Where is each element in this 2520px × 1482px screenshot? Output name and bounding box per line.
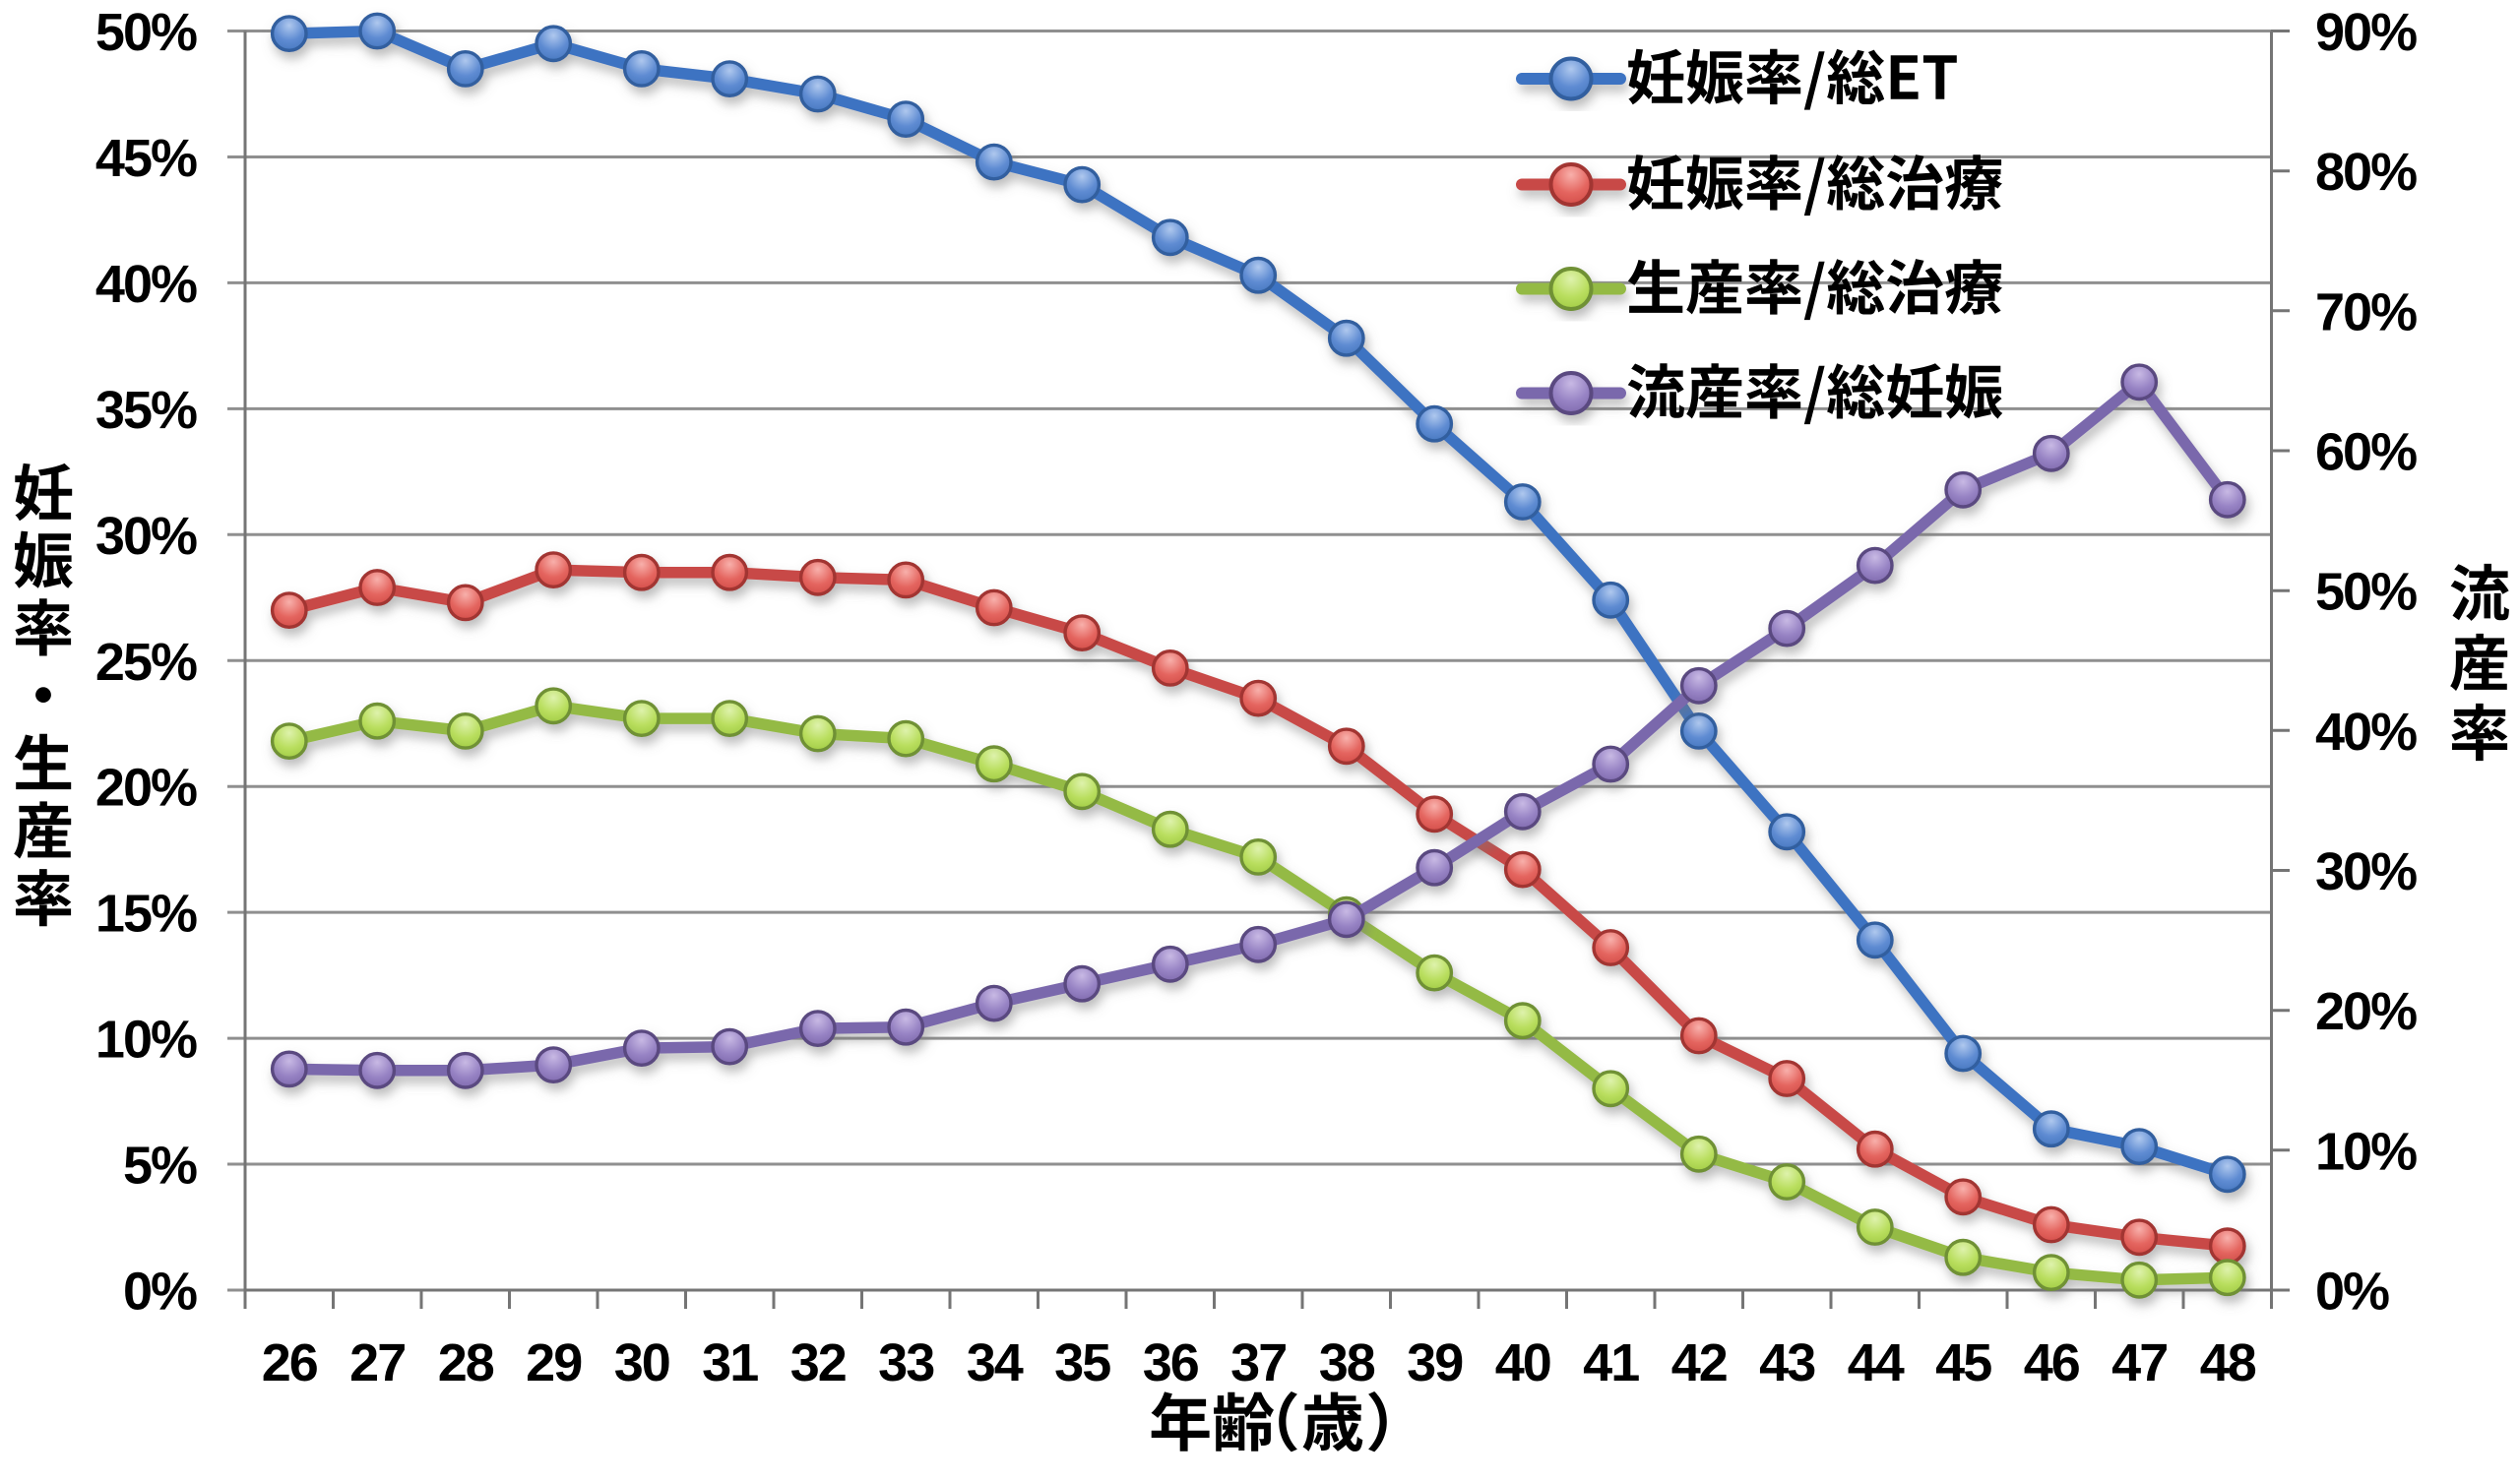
svg-text:48: 48 [2200, 1333, 2256, 1392]
svg-text:47: 47 [2111, 1333, 2167, 1392]
svg-text:30%: 30% [95, 507, 197, 566]
svg-text:35: 35 [1054, 1333, 1110, 1392]
svg-text:38: 38 [1319, 1333, 1375, 1392]
svg-text:43: 43 [1759, 1333, 1815, 1392]
svg-text:15%: 15% [95, 885, 197, 944]
svg-text:40%: 40% [95, 255, 197, 314]
svg-text:31: 31 [702, 1333, 758, 1392]
svg-text:30%: 30% [2315, 842, 2417, 901]
svg-text:40: 40 [1495, 1333, 1550, 1392]
svg-text:28: 28 [438, 1333, 494, 1392]
svg-text:70%: 70% [2315, 282, 2417, 341]
svg-text:27: 27 [349, 1333, 405, 1392]
svg-text:50%: 50% [95, 3, 197, 62]
svg-text:46: 46 [2024, 1333, 2080, 1392]
svg-text:30: 30 [614, 1333, 669, 1392]
svg-text:44: 44 [1848, 1333, 1905, 1392]
svg-text:40%: 40% [2315, 703, 2417, 762]
svg-text:45: 45 [1935, 1333, 1991, 1392]
svg-text:0%: 0% [123, 1263, 197, 1322]
svg-text:29: 29 [526, 1333, 582, 1392]
svg-text:34: 34 [967, 1333, 1024, 1392]
svg-text:60%: 60% [2315, 423, 2417, 482]
svg-text:20%: 20% [95, 759, 197, 818]
svg-text:45%: 45% [95, 129, 197, 188]
svg-text:20%: 20% [2315, 982, 2417, 1041]
svg-text:90%: 90% [2315, 3, 2417, 62]
svg-text:26: 26 [262, 1333, 318, 1392]
svg-text:33: 33 [878, 1333, 934, 1392]
svg-text:35%: 35% [95, 381, 197, 440]
svg-text:50%: 50% [2315, 563, 2417, 622]
svg-text:41: 41 [1583, 1333, 1639, 1392]
svg-text:80%: 80% [2315, 143, 2417, 202]
svg-text:0%: 0% [2315, 1263, 2389, 1322]
svg-text:37: 37 [1230, 1333, 1286, 1392]
svg-text:32: 32 [790, 1333, 846, 1392]
svg-text:36: 36 [1143, 1333, 1199, 1392]
svg-text:10%: 10% [95, 1011, 197, 1070]
svg-text:5%: 5% [123, 1137, 197, 1196]
svg-text:42: 42 [1671, 1333, 1727, 1392]
svg-text:39: 39 [1407, 1333, 1463, 1392]
svg-text:25%: 25% [95, 633, 197, 692]
svg-text:10%: 10% [2315, 1122, 2417, 1181]
